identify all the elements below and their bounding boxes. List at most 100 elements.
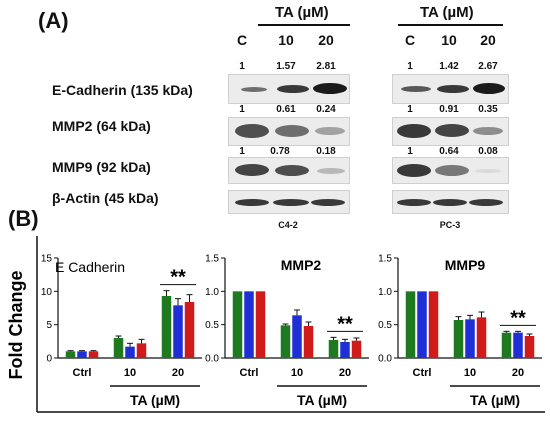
chart-1-ytick-label: 0.0 xyxy=(205,354,219,365)
chart-2-ytick-label: 0.5 xyxy=(378,320,392,331)
protein-label-ecadherin: E-Cadherin (135 kDa) xyxy=(52,82,193,98)
chart-0-bar xyxy=(65,351,76,358)
chart-1-ytick-label: 0.5 xyxy=(205,320,219,331)
cell-line-pc3: PC-3 xyxy=(439,220,461,230)
chart-0-ytick-label: 0 xyxy=(46,354,52,365)
cell-line-c42: C4-2 xyxy=(278,220,298,230)
c42-ta-bracket xyxy=(258,24,350,26)
chart-0-bar xyxy=(161,296,172,358)
pc3-bactin-blot xyxy=(392,190,509,214)
blot-band xyxy=(401,86,431,92)
c42-mmp9-val-c: 1 xyxy=(239,146,245,157)
chart-0-category-label: 10 xyxy=(124,367,136,379)
blot-band xyxy=(469,199,503,206)
chart-1-bar xyxy=(328,340,339,358)
blot-band xyxy=(435,165,469,176)
chart-1-significance: ** xyxy=(337,313,353,335)
c42-lane-10: 10 xyxy=(278,32,294,48)
panel-b-label: (B) xyxy=(8,206,39,231)
c42-bactin-blot xyxy=(228,190,350,214)
chart-1-ytick-label: 1.5 xyxy=(205,254,219,265)
c42-ecad-val-c: 1 xyxy=(239,61,245,72)
c42-lane-c: C xyxy=(236,32,248,48)
chart-1-bar xyxy=(292,315,302,358)
chart-2-ytick-label: 1.5 xyxy=(378,254,392,265)
chart-2-xlabel: TA (µM) xyxy=(470,392,520,408)
chart-0-xlabel: TA (µM) xyxy=(130,392,180,408)
c42-mmp9-val-10: 0.78 xyxy=(270,146,290,157)
chart-0-bar xyxy=(88,351,99,358)
pc3-lane-10: 10 xyxy=(441,32,457,48)
blot-band xyxy=(475,169,501,173)
chart-1-bar xyxy=(280,325,291,358)
chart-0-bar xyxy=(173,305,183,358)
c42-mmp2-val-10: 0.61 xyxy=(276,104,296,115)
y-axis-title: Fold Change xyxy=(6,271,26,380)
blot-band xyxy=(433,199,467,206)
panel-a-label: (A) xyxy=(38,8,69,33)
chart-2-bar xyxy=(428,291,439,358)
chart-2-ytick-label: 1.0 xyxy=(378,287,392,298)
chart-1-bar xyxy=(351,340,362,358)
c42-mmp2-blot xyxy=(228,117,350,146)
c42-ecad-val-20: 2.81 xyxy=(316,61,336,72)
blot-band xyxy=(435,124,469,137)
pc3-ecadherin-blot xyxy=(392,74,509,104)
pc3-mmp2-val-10: 0.91 xyxy=(439,104,459,115)
protein-label-mmp9: MMP9 (92 kDa) xyxy=(52,159,151,175)
chart-2-category-label: Ctrl xyxy=(413,367,432,379)
pc3-ecad-val-10: 1.42 xyxy=(439,61,459,72)
pc3-mmp2-val-c: 1 xyxy=(407,104,413,115)
chart-0-bar xyxy=(136,343,147,358)
chart-2-bar xyxy=(501,332,512,358)
chart-1-ytick-label: 1.0 xyxy=(205,287,219,298)
blot-band xyxy=(315,127,345,135)
pc3-mmp9-val-10: 0.64 xyxy=(439,146,459,157)
pc3-mmp2-val-20: 0.35 xyxy=(478,104,498,115)
pc3-mmp9-val-c: 1 xyxy=(407,146,413,157)
c42-mmp2-val-20: 0.24 xyxy=(316,104,336,115)
blot-band xyxy=(317,168,345,174)
chart-2-bar xyxy=(465,319,475,358)
pc3-ecad-val-c: 1 xyxy=(407,61,413,72)
chart-1-bar xyxy=(303,326,314,358)
protein-label-mmp2: MMP2 (64 kDa) xyxy=(52,118,151,134)
blot-band xyxy=(277,85,309,93)
blot-band xyxy=(235,164,269,176)
pc3-ta-header: TA (µM) xyxy=(420,4,474,21)
pc3-lane-c: C xyxy=(404,32,416,48)
chart-1-bar xyxy=(255,291,266,358)
blot-band xyxy=(241,87,267,92)
blot-band xyxy=(235,124,269,138)
c42-mmp9-blot xyxy=(228,157,350,184)
chart-1-category-label: 10 xyxy=(291,367,303,379)
c42-lane-20: 20 xyxy=(318,32,334,48)
chart-2-bar xyxy=(476,317,487,358)
chart-2-title: MMP9 xyxy=(445,257,486,273)
blot-band xyxy=(437,85,469,93)
pc3-mmp2-blot xyxy=(392,117,509,146)
c42-mmp9-val-20: 0.18 xyxy=(316,146,336,157)
pc3-lane-20: 20 xyxy=(480,32,496,48)
blot-band xyxy=(473,83,505,94)
blot-band xyxy=(273,199,309,206)
blot-band xyxy=(275,165,309,176)
chart-2-ytick-label: 0.0 xyxy=(378,354,392,365)
chart-0-ytick-label: 15 xyxy=(41,254,53,265)
c42-mmp2-val-c: 1 xyxy=(239,104,245,115)
chart-1-title: MMP2 xyxy=(281,257,322,273)
chart-0-bar xyxy=(125,346,135,358)
c42-ecadherin-blot xyxy=(228,74,350,104)
protein-label-bactin: β-Actin (45 kDa) xyxy=(52,190,159,206)
blot-band xyxy=(473,127,503,135)
pc3-mmp9-blot xyxy=(392,157,509,184)
pc3-ecad-val-20: 2.67 xyxy=(478,61,498,72)
blot-band xyxy=(397,124,431,138)
chart-1-xlabel: TA (µM) xyxy=(297,392,347,408)
chart-2-significance: ** xyxy=(510,307,526,329)
chart-2-bar xyxy=(417,291,427,358)
chart-2-bar xyxy=(513,332,523,358)
chart-1-category-label: Ctrl xyxy=(240,367,259,379)
c42-ta-header: TA (µM) xyxy=(275,4,329,21)
